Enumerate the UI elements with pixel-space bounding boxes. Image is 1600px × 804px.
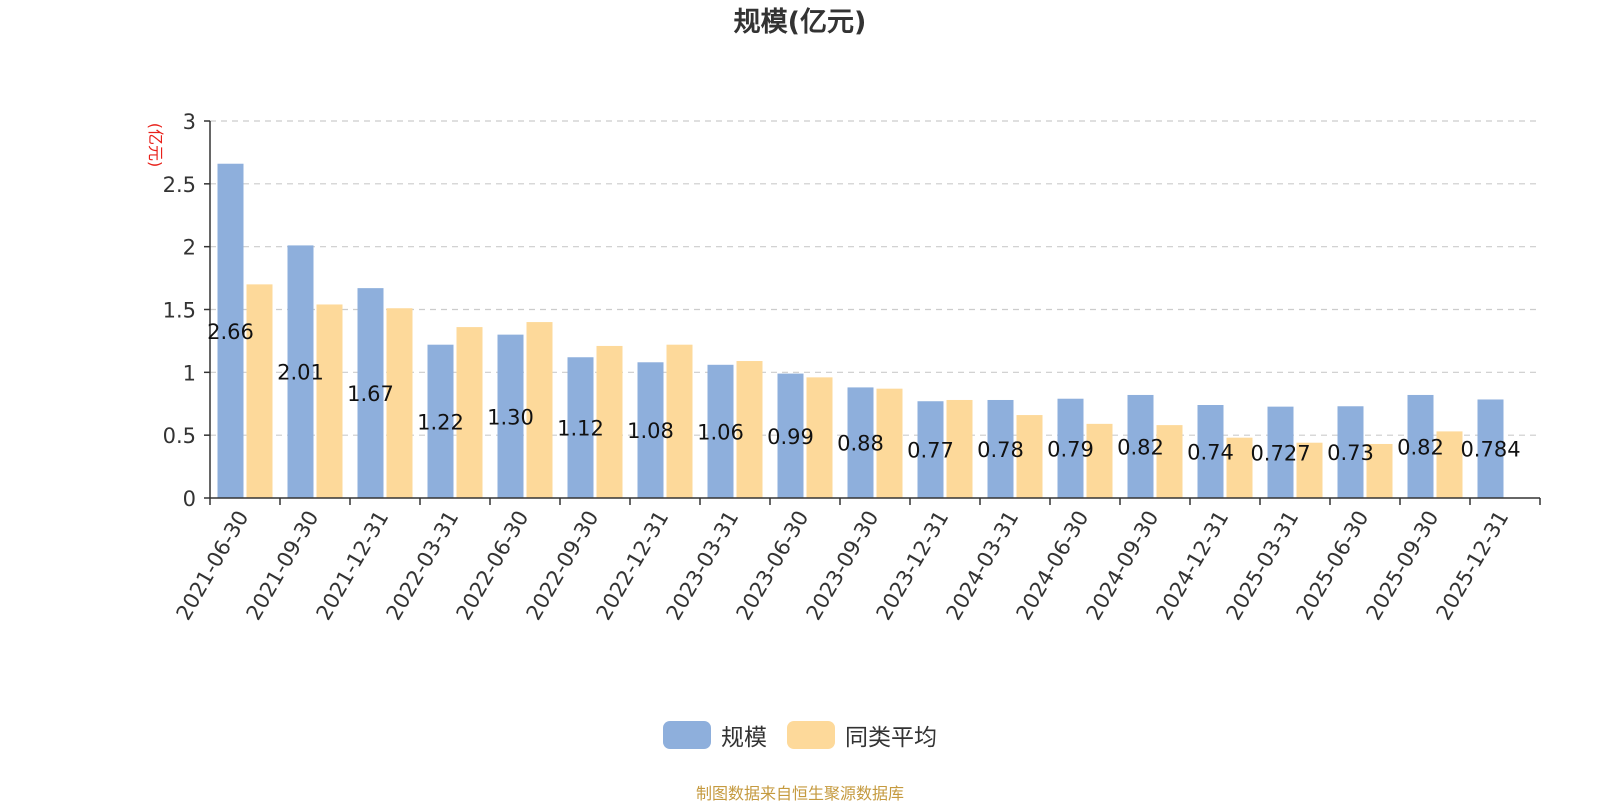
legend-swatch-average	[787, 721, 835, 749]
x-tick-label: 2024-12-31	[1152, 507, 1234, 625]
data-label: 0.77	[907, 439, 954, 463]
bar-scale	[1477, 399, 1504, 498]
bar-scale	[777, 373, 804, 498]
bar-average	[526, 322, 553, 498]
bar-scale	[497, 334, 524, 498]
x-tick-label: 2024-09-30	[1082, 507, 1164, 625]
data-label: 0.99	[767, 425, 814, 449]
data-label: 0.82	[1397, 435, 1444, 459]
bar-scale	[987, 399, 1014, 498]
data-label: 1.08	[627, 419, 674, 443]
bar-scale	[1197, 405, 1224, 498]
x-tick-label: 2025-12-31	[1432, 507, 1514, 625]
x-tick-label: 2022-12-31	[592, 507, 674, 625]
data-label: 1.12	[557, 417, 604, 441]
x-tick-label: 2021-09-30	[242, 507, 324, 625]
bar-average	[1436, 431, 1463, 498]
y-axis-unit: (亿元)	[146, 123, 165, 168]
bar-scale	[567, 357, 594, 498]
data-label: 1.22	[417, 410, 464, 434]
bar-average	[1366, 443, 1393, 498]
bar-average	[596, 345, 623, 498]
x-tick-label: 2025-03-31	[1222, 507, 1304, 625]
data-label: 1.06	[697, 420, 744, 444]
y-tick-label: 2	[183, 236, 196, 260]
x-tick-label: 2023-12-31	[872, 507, 954, 625]
bar-scale	[637, 362, 664, 498]
data-labels: 2.66 2.01 1.67 1.22 1.30 1.12 1.08 1.06 0.99 0.88…	[207, 320, 1520, 465]
x-tick-label: 2024-06-30	[1012, 507, 1094, 625]
x-tick-label: 2023-09-30	[802, 507, 884, 625]
bar-average	[1156, 425, 1183, 498]
x-tick-label: 2023-03-31	[662, 507, 744, 625]
x-tick-label: 2022-03-31	[382, 507, 464, 625]
legend-label-average: 同类平均	[845, 725, 937, 751]
bar-scale	[427, 344, 454, 498]
bar-average	[1296, 442, 1323, 498]
data-label: 0.784	[1460, 438, 1520, 462]
bar-average	[456, 327, 483, 498]
x-tick-label: 2022-09-30	[522, 507, 604, 625]
data-label: 0.727	[1250, 441, 1310, 465]
source-note: 制图数据来自恒生聚源数据库	[695, 784, 904, 803]
y-tick-label: 2.5	[163, 173, 196, 197]
bar-average	[876, 388, 903, 498]
bar-average	[1016, 415, 1043, 498]
legend: 规模 同类平均	[0, 718, 1600, 752]
bar-average	[1086, 423, 1113, 498]
bars	[217, 163, 1504, 498]
y-tick-label: 0.5	[163, 424, 196, 448]
bar-scale	[1267, 406, 1294, 498]
data-label: 1.67	[347, 382, 394, 406]
data-label: 2.66	[207, 320, 254, 344]
y-tick-label: 1.5	[163, 299, 196, 323]
y-tick-label: 3	[183, 110, 196, 134]
bar-average	[946, 399, 973, 498]
bar-scale	[1337, 406, 1364, 498]
x-tick-label: 2023-06-30	[732, 507, 814, 625]
data-label: 1.30	[487, 405, 534, 429]
y-tick-label: 1	[183, 361, 196, 385]
data-label: 0.82	[1117, 435, 1164, 459]
x-tick-label: 2025-06-30	[1292, 507, 1374, 625]
data-label: 0.74	[1187, 441, 1234, 465]
bar-scale	[707, 364, 734, 498]
bar-scale	[1127, 394, 1154, 498]
bar-average	[736, 361, 763, 498]
bar-scale	[847, 387, 874, 498]
bar-scale	[917, 401, 944, 498]
bar-average	[1226, 437, 1253, 498]
data-label: 0.88	[837, 432, 884, 456]
data-label: 0.73	[1327, 441, 1374, 465]
bar-average	[806, 377, 833, 498]
bar-scale	[1057, 398, 1084, 498]
legend-item-scale[interactable]: 规模	[663, 718, 767, 752]
x-tick-label: 2021-12-31	[312, 507, 394, 625]
bar-scale	[217, 163, 244, 498]
legend-label-scale: 规模	[721, 725, 767, 751]
x-tick-label: 2025-09-30	[1362, 507, 1444, 625]
bar-average	[316, 304, 343, 498]
chart-title: 规模(亿元)	[733, 7, 867, 38]
bar-scale	[287, 245, 314, 498]
x-tick-label: 2022-06-30	[452, 507, 534, 625]
legend-swatch-scale	[663, 721, 711, 749]
y-tick-label: 0	[183, 487, 196, 511]
data-label: 0.79	[1047, 437, 1094, 461]
bar-scale	[357, 288, 384, 498]
bar-scale	[1407, 394, 1434, 498]
legend-item-average[interactable]: 同类平均	[787, 718, 937, 752]
bar-average	[666, 344, 693, 498]
x-tick-label: 2021-06-30	[172, 507, 254, 625]
data-label: 0.78	[977, 438, 1024, 462]
data-label: 2.01	[277, 361, 324, 385]
bar-average	[246, 284, 273, 498]
bar-average	[386, 308, 413, 498]
x-tick-label: 2024-03-31	[942, 507, 1024, 625]
